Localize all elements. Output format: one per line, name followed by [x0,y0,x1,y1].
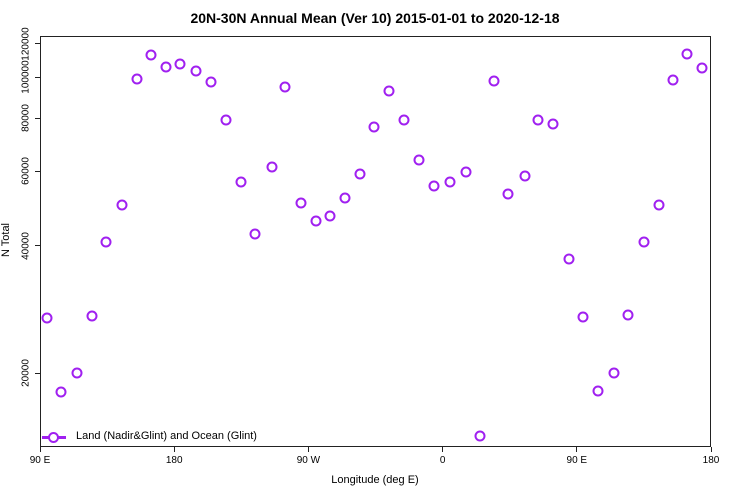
data-point [488,75,500,87]
data-point [86,310,98,322]
data-point [460,166,472,178]
y-tick-label: 20000 [20,359,32,388]
data-point [310,215,322,227]
y-tick-mark [35,43,40,44]
data-point [190,65,202,77]
x-tick-label: 180 [702,455,720,466]
data-point [279,81,291,93]
data-point [398,114,410,126]
data-point [667,74,679,86]
x-tick-mark [442,447,444,452]
data-point [577,311,589,323]
data-point [324,210,336,222]
data-point [428,180,440,192]
data-point [368,121,380,133]
data-point [681,48,693,60]
data-point [55,386,67,398]
data-point [160,61,172,73]
y-axis-title: N Total [0,222,12,258]
data-point [249,228,261,240]
data-point [413,154,425,166]
x-axis-title: Longitude (deg E) [331,474,419,486]
data-point [696,62,708,74]
data-point [622,309,634,321]
x-tick-label: 180 [165,455,183,466]
data-point [519,170,531,182]
data-point [547,118,559,130]
x-tick-mark [173,447,175,452]
y-tick-mark [35,372,40,374]
data-point [235,176,247,188]
data-point [205,76,217,88]
data-point [100,236,112,248]
y-tick-label: 40000 [20,231,32,260]
y-tick-label: 100000 [20,60,32,94]
x-tick-mark [307,447,309,452]
data-point [638,236,650,248]
data-point [116,199,128,211]
data-point [295,197,307,209]
data-point [41,312,53,324]
y-tick-mark [35,170,40,172]
data-point [563,253,575,265]
legend-open-circle-marker [48,432,59,443]
y-tick-mark [35,117,40,119]
y-tick-mark [35,245,40,247]
data-point [474,430,486,442]
x-tick-mark [39,447,41,452]
data-point [592,385,604,397]
data-point [532,114,544,126]
y-tick-mark [35,76,40,78]
data-point [608,367,620,379]
plot-area [40,36,711,447]
x-tick-mark [576,447,578,452]
data-point [174,58,186,70]
data-point [145,49,157,61]
legend-label: Land (Nadir&Glint) and Ocean (Glint) [76,430,257,442]
data-point [339,192,351,204]
x-tick-label: 90 W [296,455,321,466]
data-point [266,161,278,173]
data-point [220,114,232,126]
y-tick-label: 80000 [20,104,32,133]
data-point [444,176,456,188]
y-tick-label: 120000 [20,26,32,61]
y-tick-label: 60000 [20,157,32,185]
x-tick-label: 90 E [566,455,588,466]
data-point [502,188,514,200]
chart-title: 20N-30N Annual Mean (Ver 10) 2015-01-01 … [190,10,560,26]
data-point [354,168,366,180]
data-point [71,367,83,379]
x-tick-mark [710,447,712,452]
data-point [383,85,395,97]
x-tick-label: 0 [439,455,446,466]
x-tick-label: 90 E [29,455,51,466]
data-point [131,73,143,85]
data-point [653,199,665,211]
